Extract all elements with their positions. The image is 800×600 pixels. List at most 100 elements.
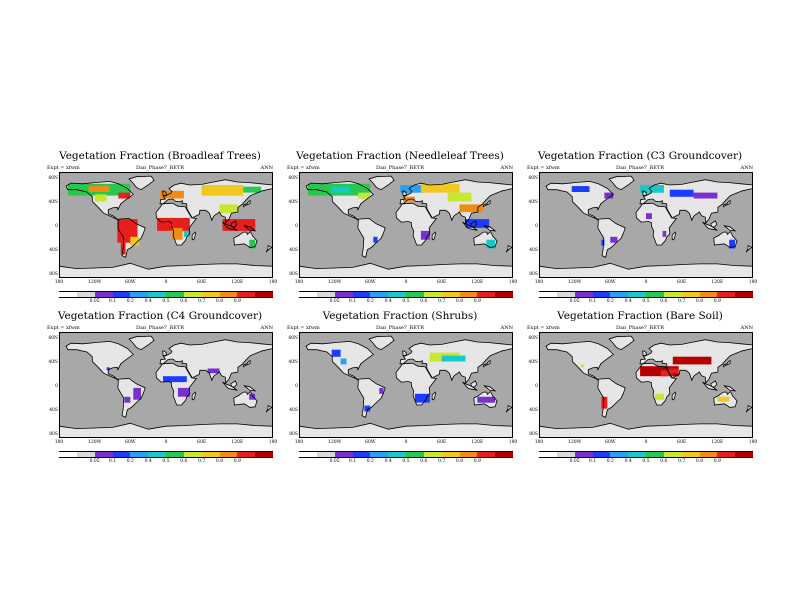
- expt-label: Expt = xfwm: [287, 165, 320, 171]
- lon-tick-label: 180: [268, 440, 278, 445]
- colorbar-cell: [406, 291, 425, 298]
- map-frame: [539, 332, 753, 438]
- run-label: Dan_Phase7_BETR: [616, 325, 664, 331]
- lon-tick-label: 60E: [197, 440, 207, 445]
- lat-tick-label: 80N: [48, 336, 58, 341]
- coastline-australia: [713, 230, 738, 248]
- lat-tick-label: 40S: [289, 408, 298, 413]
- lon-tick-label: 180: [294, 440, 304, 445]
- colorbar-cell: [441, 291, 460, 298]
- land-madagascar: [192, 232, 196, 240]
- vegetation-fraction-patch: [400, 185, 424, 193]
- coastline-indonesia: [222, 381, 238, 391]
- lon-tick-label: 0: [404, 440, 408, 445]
- coastline-borneo: [230, 380, 238, 388]
- lat-tick-label: 40S: [49, 408, 58, 413]
- lat-tick-label: 80N: [48, 176, 58, 181]
- colorbar-label: 0.4: [384, 299, 392, 304]
- land-britain: [162, 350, 167, 356]
- coastline-newzealand: [505, 404, 513, 413]
- colorbar-cell: [183, 291, 203, 298]
- colorbar-label: 0.2: [126, 459, 134, 464]
- vegetation-fraction-patch: [331, 186, 350, 193]
- colorbar-cell: [255, 451, 274, 458]
- colorbar-cell: [166, 451, 185, 458]
- vegetation-fraction-patch: [477, 396, 496, 403]
- vegetation-fraction-patch: [177, 387, 190, 397]
- land-britain: [642, 350, 647, 356]
- colorbar-cell: [459, 291, 478, 298]
- coastline-borneo: [710, 380, 718, 388]
- coastline-japan: [722, 200, 731, 208]
- coastline-newguinea: [723, 225, 737, 232]
- colorbar-label: 0.05: [329, 459, 340, 464]
- lat-tick-label: 40N: [288, 360, 298, 365]
- coastline-madagascar: [431, 231, 437, 241]
- colorbar-label: 0.5: [642, 299, 650, 304]
- lat-tick-label: 40N: [48, 360, 58, 365]
- vegetation-fraction-patch: [447, 192, 472, 202]
- coastline-australia: [233, 230, 258, 248]
- colorbar-label: 0.5: [402, 459, 410, 464]
- colorbar-cell: [406, 451, 425, 458]
- colorbar-label: 0.4: [144, 459, 152, 464]
- coastline-indonesia: [702, 221, 718, 231]
- coastline-madagascar: [191, 391, 197, 401]
- colorbar-cell: [334, 291, 353, 298]
- period-label: ANN: [260, 165, 273, 171]
- coastline-newguinea: [483, 385, 497, 392]
- colorbar-cell: [459, 451, 478, 458]
- vegetation-fraction-patch: [640, 366, 679, 377]
- lon-tick-label: 120W: [328, 280, 342, 285]
- coastline-australia: [713, 390, 738, 408]
- colorbar-label: 0.7: [438, 459, 446, 464]
- lon-tick-label: 60W: [365, 280, 376, 285]
- coastline-southAmerica: [357, 218, 386, 258]
- panel-title: Vegetation Fraction (Shrubs): [322, 310, 478, 322]
- lon-tick-label: 120E: [471, 440, 484, 445]
- colorbar-label: 0.4: [144, 299, 152, 304]
- colorbar-cell: [76, 291, 96, 298]
- vegetation-fraction-patch: [133, 387, 141, 400]
- colorbar-cell: [735, 451, 754, 458]
- vegetation-fraction-patch: [441, 355, 466, 362]
- land-antarctica: [59, 423, 273, 438]
- coastline-eurasia: [639, 339, 753, 385]
- lon-tick-label: 180: [748, 280, 758, 285]
- colorbar-label: 0.8: [695, 459, 704, 464]
- colorbar-cell: [201, 451, 220, 458]
- coastline-madagascar: [671, 391, 677, 401]
- colorbar-label: 0.5: [162, 459, 170, 464]
- coastline-eurasia: [399, 179, 513, 225]
- vegetation-fraction-patch: [171, 227, 183, 240]
- period-label: ANN: [500, 165, 513, 171]
- lon-tick-label: 180: [534, 440, 544, 445]
- colorbar-cell: [59, 291, 78, 298]
- coastline-africa: [395, 202, 438, 246]
- colorbar-label: 0.2: [126, 299, 134, 304]
- colorbar-cell: [681, 291, 700, 298]
- colorbar-label: 0.9: [713, 459, 721, 464]
- colorbar-cell: [237, 291, 256, 298]
- colorbar-label: 0.5: [162, 299, 170, 304]
- vegetation-fraction-patch: [640, 185, 664, 193]
- colorbar-cell: [94, 451, 113, 458]
- land-newguinea: [243, 385, 256, 391]
- lon-tick-label: 120W: [328, 440, 342, 445]
- panel-meta: Expt = xfwm Dan_Phase7_BETR ANN: [287, 164, 513, 172]
- lat-tick-label: 80S: [529, 432, 538, 437]
- map-panel-c4-groundcover: Vegetation Fraction (C4 Groundcover) Expt…: [47, 310, 277, 470]
- coastline-northAmerica: [65, 180, 134, 221]
- coastline-antarctica: [59, 422, 273, 438]
- coastline-indonesia: [462, 221, 478, 231]
- colorbar-label: 0.1: [108, 459, 117, 464]
- coastline-madagascar: [431, 391, 437, 401]
- map-frame: [59, 172, 273, 278]
- map-panel-shrubs: Vegetation Fraction (Shrubs) Expt = xfwm D…: [287, 310, 517, 470]
- period-label: ANN: [500, 325, 513, 331]
- land-newguinea: [723, 225, 736, 231]
- lon-tick-label: 120E: [471, 280, 484, 285]
- colorbar-cell: [717, 451, 736, 458]
- colorbar-label: 0.8: [455, 459, 464, 464]
- land-northAmerica: [546, 341, 614, 381]
